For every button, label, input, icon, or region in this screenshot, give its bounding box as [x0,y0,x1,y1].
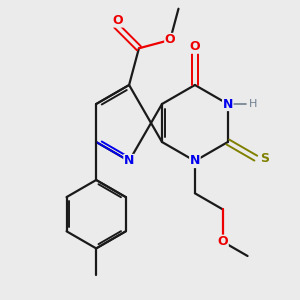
Text: H: H [249,99,257,109]
Text: O: O [218,235,228,248]
Text: N: N [190,154,200,167]
Text: O: O [113,14,123,27]
Text: N: N [124,154,134,167]
Text: O: O [190,40,200,53]
Text: O: O [165,33,176,46]
Text: N: N [223,98,233,110]
Text: S: S [260,152,269,165]
